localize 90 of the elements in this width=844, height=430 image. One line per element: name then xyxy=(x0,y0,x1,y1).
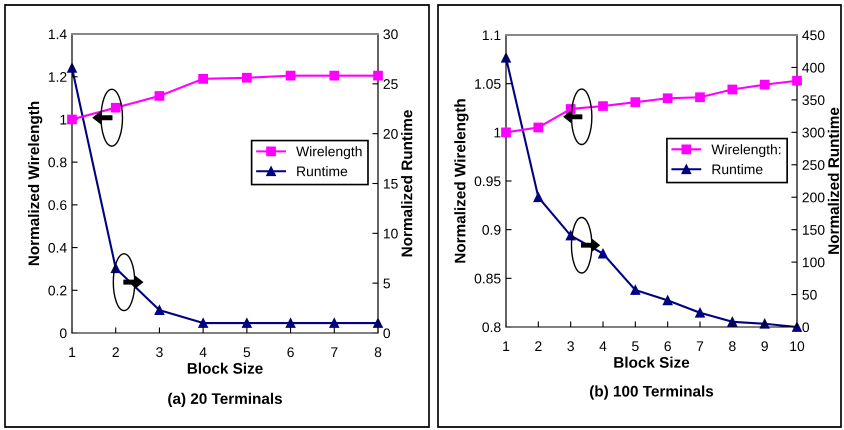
point xyxy=(662,93,673,104)
point xyxy=(154,91,164,101)
y2-tick-label: 150 xyxy=(802,225,824,235)
x-tick-label: 5 xyxy=(244,347,250,358)
y-tick-label: 0.8 xyxy=(48,157,67,168)
text: (b) 100 Terminals xyxy=(590,385,714,400)
x-tick-label: 8 xyxy=(374,347,382,358)
point xyxy=(329,70,340,81)
x-tick-label: 3 xyxy=(156,347,163,358)
y2-tick-label: 350 xyxy=(802,95,824,106)
point xyxy=(329,318,340,328)
y2-tick-label: 400 xyxy=(802,62,824,73)
y-tick-label: 1.1 xyxy=(482,30,500,40)
x-axis-title: Block Size xyxy=(614,356,690,368)
point xyxy=(154,305,164,315)
point xyxy=(695,308,705,318)
text: (a) 20 Terminals xyxy=(168,392,282,408)
point xyxy=(630,285,640,295)
y2-tick-label: 450 xyxy=(802,30,824,40)
y2-tick-label: 250 xyxy=(802,160,824,170)
point xyxy=(198,318,208,328)
point xyxy=(242,318,252,328)
x-axis-title: Block Size xyxy=(188,362,263,374)
point xyxy=(286,70,296,81)
y2-tick-label: 15 xyxy=(384,178,398,189)
point xyxy=(242,72,252,83)
x-tick-label: 6 xyxy=(664,341,671,352)
point xyxy=(286,318,296,328)
x-tick-label: 7 xyxy=(331,347,338,357)
y-axis-title: Normalized Wirelength xyxy=(454,99,469,263)
y-tick-label: 0.85 xyxy=(474,274,501,284)
x-tick-label: 2 xyxy=(112,347,119,357)
y2-axis-title: Normalized Runtime xyxy=(828,108,840,254)
y-tick-label: 0.95 xyxy=(474,176,501,186)
y-tick-label: 0.4 xyxy=(48,242,67,253)
y2-tick-label: 10 xyxy=(384,228,398,239)
y2-tick-label: 20 xyxy=(384,129,398,139)
y2-tick-label: 0 xyxy=(802,322,810,332)
x-tick-label: 1 xyxy=(69,347,76,357)
x-tick-label: 4 xyxy=(599,341,606,351)
legend-label: Runtime xyxy=(297,166,348,176)
point xyxy=(198,74,208,84)
x-tick-label: 10 xyxy=(790,341,804,352)
x-tick-label: 2 xyxy=(535,341,542,351)
point xyxy=(727,84,738,94)
y2-tick-label: 30 xyxy=(383,29,398,40)
x-tick-label: 3 xyxy=(567,341,574,352)
point xyxy=(662,296,673,306)
y-tick-label: 1.4 xyxy=(48,29,67,40)
y2-tick-label: 5 xyxy=(383,278,390,288)
y-tick-label: 0.8 xyxy=(482,322,501,332)
y-axis-title: Normalized Wirelength xyxy=(28,102,42,266)
y2-axis-title: Normalized Runtime xyxy=(401,110,412,256)
y2-tick-label: 300 xyxy=(802,128,824,138)
y2-tick-label: 0 xyxy=(383,328,390,338)
y-tick-label: 1.2 xyxy=(48,72,66,82)
x-tick-label: 1 xyxy=(503,341,510,351)
x-tick-label: 9 xyxy=(761,341,768,352)
point xyxy=(598,248,608,259)
x-tick-label: 5 xyxy=(632,341,639,352)
x-tick-label: 8 xyxy=(729,341,736,352)
point xyxy=(501,127,511,138)
legend-label: Wirelength xyxy=(296,146,362,160)
x-tick-label: 7 xyxy=(696,341,704,351)
point xyxy=(792,76,802,86)
y-tick-label: 1 xyxy=(60,114,66,124)
y2-tick-label: 50 xyxy=(802,290,817,300)
y-tick-label: 0 xyxy=(60,328,67,338)
y2-tick-label: 25 xyxy=(384,79,398,90)
y-tick-label: 1.05 xyxy=(475,79,501,89)
point xyxy=(598,101,608,111)
point xyxy=(373,70,383,81)
point xyxy=(533,192,544,202)
x-tick-label: 6 xyxy=(287,347,294,358)
point xyxy=(727,316,738,327)
y-tick-label: 0.2 xyxy=(48,286,66,296)
x-tick-label: 4 xyxy=(200,347,207,357)
y-tick-label: 1 xyxy=(494,128,500,138)
point xyxy=(110,102,121,113)
legend-label: Runtime xyxy=(712,164,762,174)
y2-tick-label: 200 xyxy=(802,192,824,202)
y-tick-label: 0.9 xyxy=(482,225,500,235)
point xyxy=(695,92,705,102)
y2-tick-label: 100 xyxy=(802,257,824,268)
point xyxy=(630,97,640,108)
y-tick-label: 0.6 xyxy=(48,200,67,210)
point xyxy=(533,122,544,132)
point xyxy=(760,80,770,90)
legend-label: Wirelength: xyxy=(711,144,780,158)
point xyxy=(67,114,77,124)
